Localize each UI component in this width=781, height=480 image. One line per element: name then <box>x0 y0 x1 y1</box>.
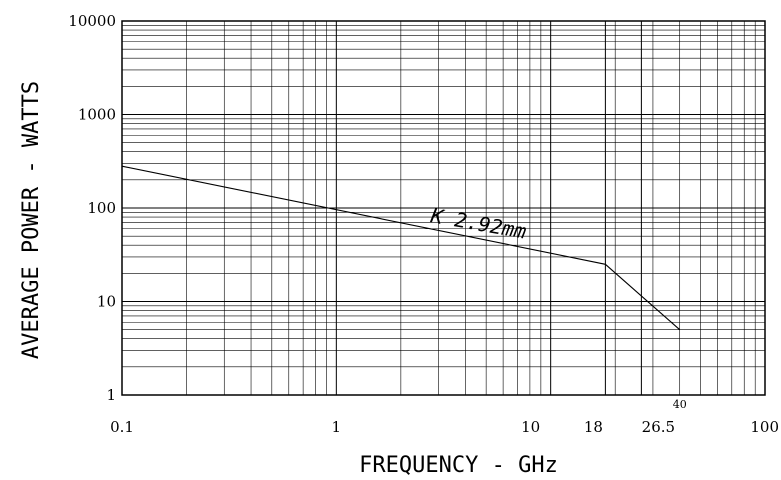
x-tick-label: 0.1 <box>110 418 134 436</box>
x-tick-label: 1 <box>332 418 342 436</box>
y-tick-label: 100 <box>87 199 116 217</box>
y-tick-label: 10 <box>97 293 116 311</box>
x-axis-title: FREQUENCY - GHz <box>359 453 558 478</box>
series-label-k-2-92mm: K 2.92mm <box>428 203 528 244</box>
series-layer <box>121 165 681 331</box>
series-line-k-2-92mm <box>121 165 681 331</box>
x-tick-label: 100 <box>750 418 779 436</box>
y-tick-label: 1 <box>106 386 116 404</box>
y-tick-label: 1000 <box>78 106 116 124</box>
y-tick-labels: 10000 1000 100 10 1 <box>68 12 116 404</box>
x-tick-labels: 0.1 1 10 18 26.5 40 100 <box>110 398 779 436</box>
y-tick-label: 10000 <box>68 12 116 30</box>
plot-frame <box>121 20 766 396</box>
x-tick-label: 40 <box>673 398 687 411</box>
x-tick-label: 18 <box>584 418 603 436</box>
y-axis-title: AVERAGE POWER - WATTS <box>19 81 44 359</box>
x-tick-label: 26.5 <box>642 418 675 436</box>
x-tick-label: 10 <box>521 418 540 436</box>
grid <box>122 21 765 395</box>
